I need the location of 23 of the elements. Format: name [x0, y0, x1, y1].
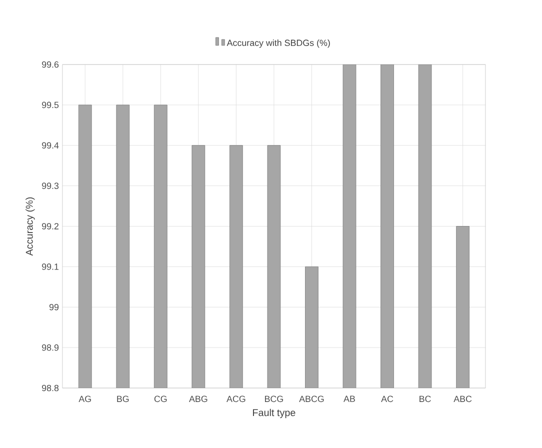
y-axis-title: Accuracy (%)	[26, 198, 35, 256]
y-tick-label: 99.1	[42, 264, 59, 270]
y-tick-label: 99.6	[42, 61, 59, 68]
x-tick-label: AB	[344, 396, 355, 402]
x-axis-title: Fault type	[253, 409, 296, 418]
y-tick-label: 99	[49, 304, 59, 310]
x-tick-label: ABCG	[299, 396, 324, 402]
x-tick-label: BG	[117, 396, 129, 402]
legend-label: Accuracy with SBDGs (%)	[226, 40, 330, 48]
x-tick-label: AC	[381, 396, 394, 402]
x-tick-label: ACG	[226, 396, 246, 402]
y-tick-label: 98.9	[42, 344, 59, 351]
y-tick-label: 98.8	[42, 384, 59, 392]
y-tick-label: 99.3	[42, 182, 59, 190]
y-tick-label: 99.5	[42, 102, 59, 108]
x-tick-label: ABG	[189, 396, 208, 402]
x-tick-label: BC	[420, 396, 431, 402]
x-tick-label: CG	[154, 396, 167, 402]
y-tick-label: 99.2	[42, 223, 58, 230]
x-tick-label: BCG	[265, 396, 283, 402]
x-tick-label: AG	[78, 396, 91, 402]
x-tick-label: ABC	[454, 396, 472, 402]
y-tick-label: 99.4	[42, 142, 59, 149]
